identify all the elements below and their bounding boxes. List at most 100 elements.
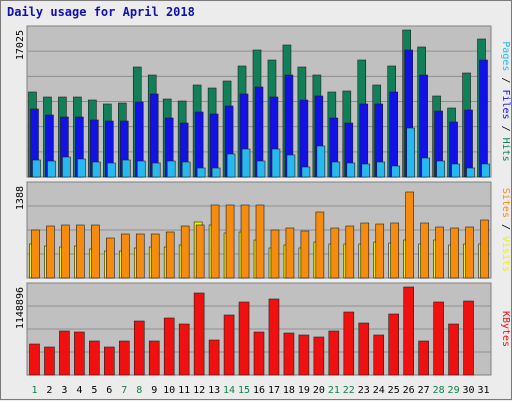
bar-kbytes-day-27 [418,340,429,376]
bar-kbytes-day-26 [403,286,414,376]
bar-sites-day-17 [270,229,280,279]
bar-sites-day-15 [240,204,250,279]
bar-sites-day-28 [435,226,444,279]
bar-kbytes-day-30 [463,300,474,376]
bar-kbytes-day-21 [328,330,340,376]
y-max-label: 1148896 [15,287,26,329]
bar-pages-day-31 [481,163,490,178]
x-tick-label-18: 18 [283,385,295,396]
x-tick-label-29: 29 [448,385,460,396]
bar-sites-day-24 [375,223,385,279]
legend-middle: Sites / Visits [500,188,511,272]
bar-kbytes-day-29 [448,323,459,376]
bar-sites-day-29 [450,227,459,279]
bar-pages-day-25 [391,165,401,178]
x-tick-label-21: 21 [328,385,340,396]
x-tick-label-28: 28 [433,385,445,396]
x-tick-label-26: 26 [403,385,415,396]
x-tick-label-31: 31 [477,385,489,396]
bar-sites-day-10 [165,231,175,279]
x-tick-label-24: 24 [373,385,385,396]
bar-kbytes-day-17 [268,298,280,376]
legend-separator: / [500,218,511,236]
bar-pages-day-5 [92,161,101,178]
bar-pages-day-10 [166,160,176,178]
bar-sites-day-20 [315,211,325,279]
bar-sites-day-19 [300,230,310,279]
x-tick-label-9: 9 [151,385,157,396]
bar-pages-day-24 [376,161,386,178]
bar-pages-day-9 [151,162,161,178]
bar-sites-day-2 [46,225,55,279]
bar-kbytes-day-20 [313,336,325,376]
bar-pages-day-12 [196,167,206,178]
bar-sites-day-25 [390,222,400,279]
bar-kbytes-day-5 [89,340,100,376]
y-max-label: 1388 [15,186,26,210]
x-tick-label-4: 4 [76,385,82,396]
bar-pages-day-26 [406,127,415,178]
bar-sites-day-6 [106,237,115,279]
x-tick-label-6: 6 [106,385,112,396]
bar-pages-day-13 [211,167,221,178]
bar-kbytes-day-8 [133,320,145,376]
x-tick-label-27: 27 [418,385,430,396]
legend-entry-sites: Sites [500,188,511,218]
bar-sites-day-7 [120,233,130,279]
legend-entry-files: Files [500,89,511,119]
bar-kbytes-day-22 [343,311,355,376]
bar-sites-day-30 [465,226,474,279]
chart-title: Daily usage for April 2018 [7,5,195,19]
bar-sites-day-21 [330,227,340,279]
bar-pages-day-28 [436,160,445,178]
bar-pages-day-4 [77,158,86,178]
bar-kbytes-day-23 [358,322,370,376]
bar-kbytes-day-19 [298,334,310,376]
legend-separator: / [500,120,511,138]
legend-entry-pages: Pages [500,41,511,71]
bar-kbytes-day-14 [223,314,235,376]
bar-sites-day-9 [150,233,160,279]
y-max-label: 17025 [15,30,26,60]
bar-pages-day-20 [316,145,326,178]
x-tick-label-20: 20 [313,385,325,396]
bar-pages-day-15 [241,148,251,178]
x-tick-label-1: 1 [31,385,37,396]
bar-kbytes-day-7 [118,340,130,376]
x-tick-label-13: 13 [208,385,220,396]
bar-sites-day-11 [180,225,190,279]
bar-pages-day-18 [286,154,296,178]
x-tick-label-12: 12 [193,385,205,396]
bar-kbytes-day-3 [59,330,70,376]
bar-pages-day-21 [331,161,341,178]
bar-kbytes-day-25 [388,313,400,376]
x-tick-label-11: 11 [178,385,190,396]
bar-pages-day-14 [226,153,236,178]
bar-pages-day-27 [421,157,430,178]
bar-pages-day-1 [32,159,41,178]
bar-pages-day-6 [107,162,116,178]
bar-files-day-31 [479,59,488,178]
x-tick-label-16: 16 [253,385,265,396]
bar-kbytes-day-6 [104,346,115,376]
x-tick-label-14: 14 [223,385,235,396]
bar-sites-day-18 [285,227,295,279]
bar-sites-day-14 [225,204,235,279]
bar-pages-day-8 [136,160,146,178]
bar-pages-day-29 [451,163,460,178]
legend-entry-hits: Hits [500,138,511,162]
bar-sites-day-5 [91,224,100,279]
x-tick-label-15: 15 [238,385,250,396]
bar-files-day-13 [209,113,219,178]
bar-kbytes-day-24 [373,334,385,376]
bar-sites-day-13 [210,204,220,279]
bar-sites-day-1 [31,229,40,279]
x-tick-label-17: 17 [268,385,280,396]
bar-kbytes-day-2 [44,346,55,376]
bar-sites-day-27 [420,222,429,279]
bar-pages-day-22 [346,162,356,178]
x-tick-label-3: 3 [61,385,67,396]
legend-entry-visits: Visits [500,236,511,272]
